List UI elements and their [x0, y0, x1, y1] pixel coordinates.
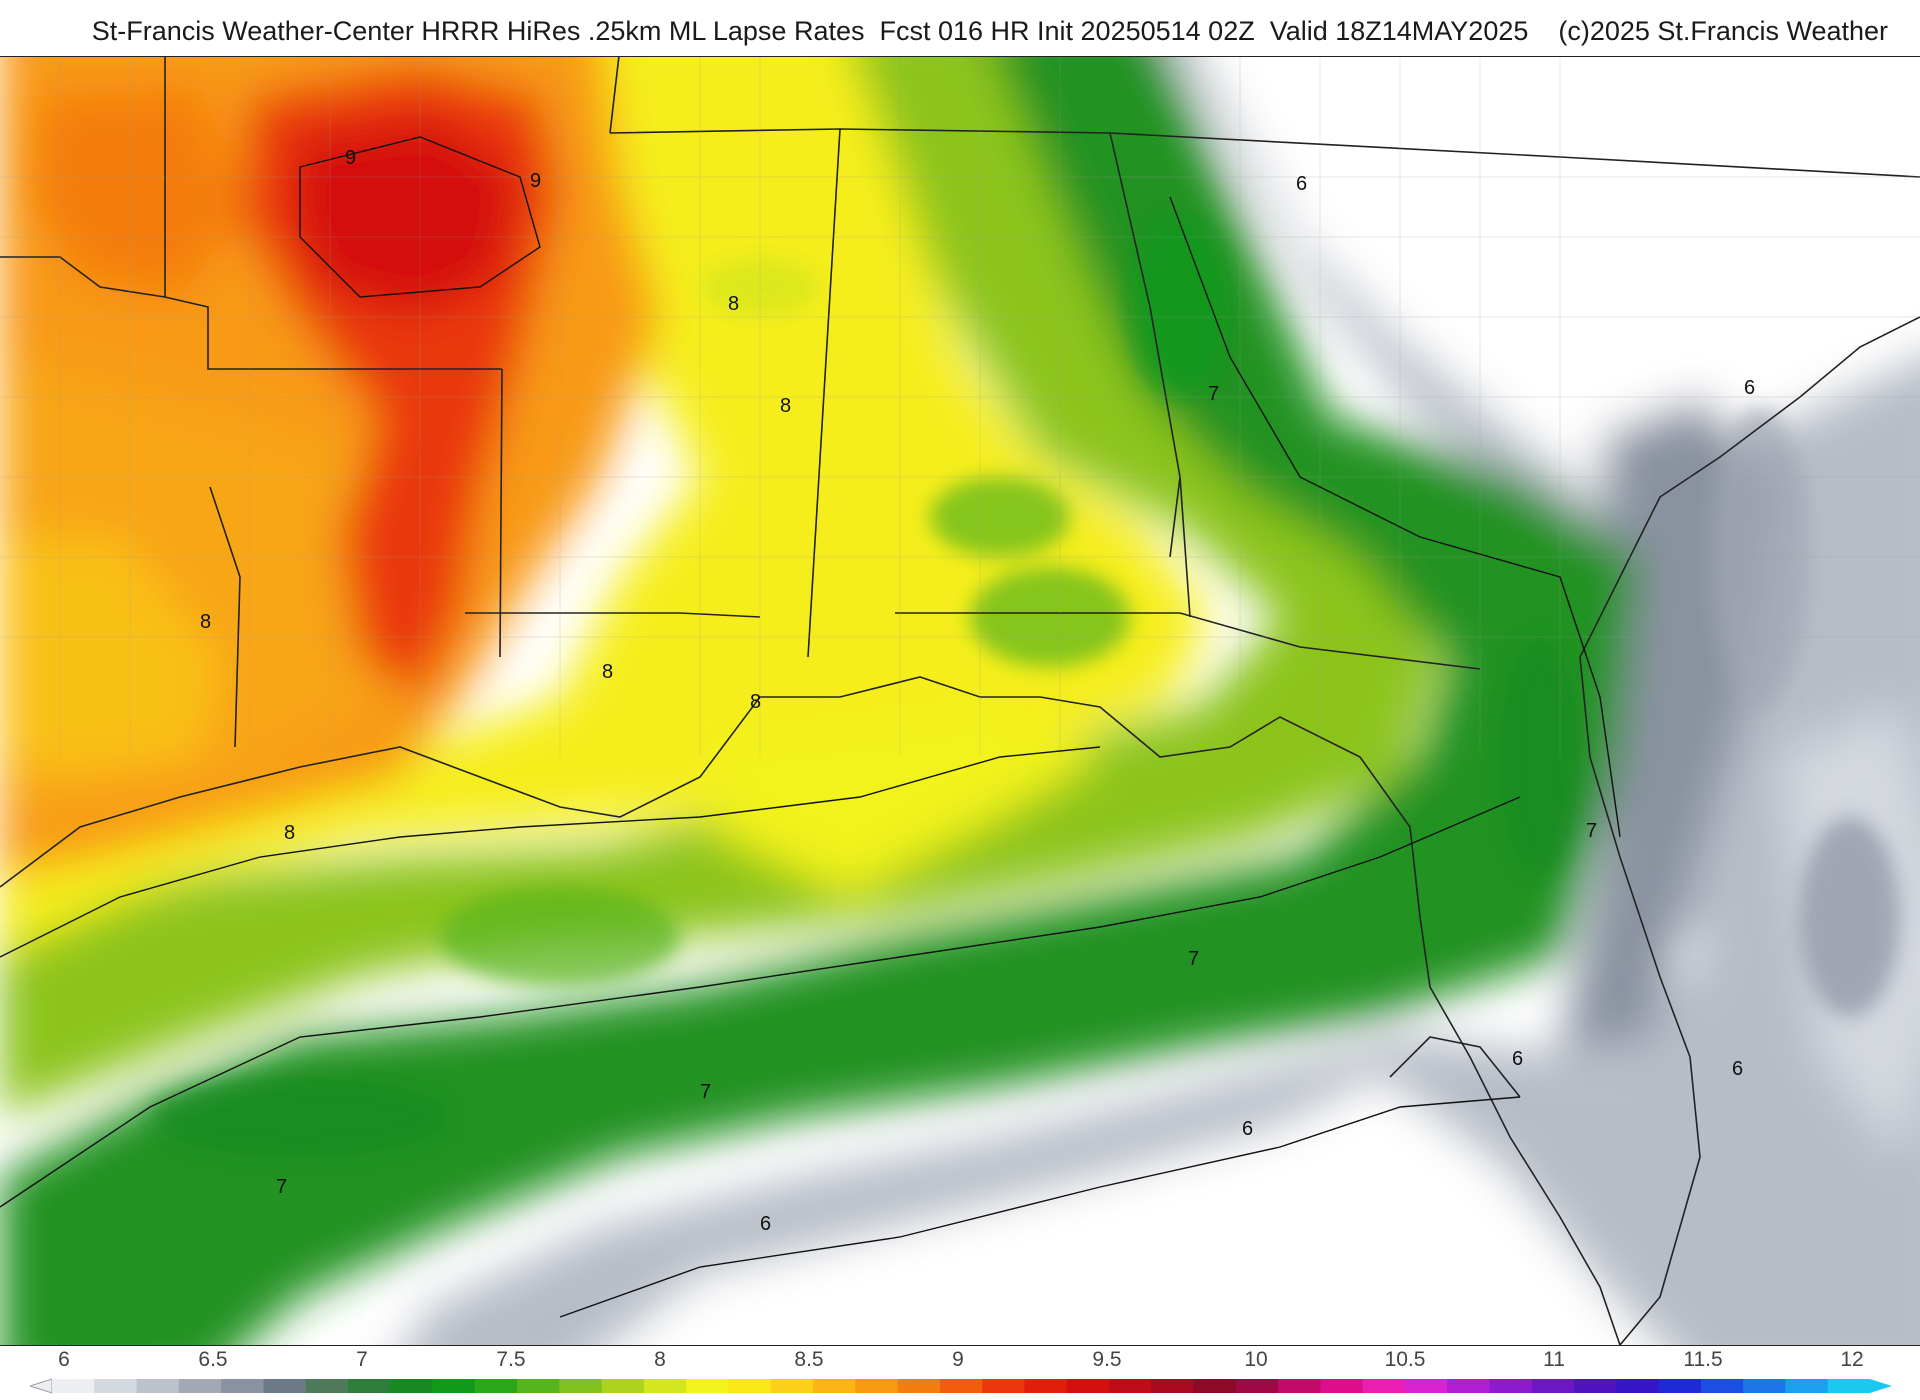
colorbar-segment [601, 1379, 645, 1393]
colorbar-segment [432, 1379, 476, 1393]
colorbar-segment [897, 1379, 941, 1393]
colorbar-tick-label: 10 [1244, 1348, 1268, 1371]
colorbar-segment [559, 1379, 603, 1393]
colorbar-segment [1235, 1379, 1279, 1393]
contour-label: 8 [200, 611, 211, 633]
colorbar-segment [643, 1379, 687, 1393]
colorbar-tick-label: 11 [1543, 1348, 1565, 1371]
colorbar-segment [1404, 1379, 1448, 1393]
colorbar-segment [982, 1379, 1025, 1393]
map-title: St-Francis Weather-Center HRRR HiRes .25… [91, 16, 1888, 46]
colorbar-tick-labels: 6 6.5 7 7.5 8 8.5 9 9.5 10 10.5 11 11.5 12 [0, 1344, 1920, 1374]
colorbar-segment [770, 1379, 814, 1393]
contour-label: 9 [530, 170, 541, 192]
colorbar-tick-label: 9 [952, 1348, 964, 1371]
county-lines [0, 57, 1920, 757]
contour-lines [0, 136, 1621, 1318]
contour-label: 8 [750, 691, 761, 713]
colorbar-tick-label: 12 [1840, 1348, 1864, 1371]
contour-label: 7 [276, 1176, 287, 1198]
colorbar-segment [1658, 1379, 1702, 1393]
colorbar-tick-label: 6.5 [198, 1348, 228, 1371]
colorbar-segment [94, 1379, 138, 1393]
colorbar-segment [52, 1379, 95, 1393]
colorbar-segment [1574, 1379, 1617, 1393]
colorbar-segment [263, 1379, 307, 1393]
contour-label: 7 [1188, 948, 1199, 970]
colorbar-segment [178, 1379, 222, 1393]
colorbar-segment [1108, 1379, 1152, 1393]
colorbar-segment [855, 1379, 899, 1393]
colorbar-tick-label: 6 [58, 1348, 70, 1371]
colorbar-segment [1447, 1379, 1490, 1393]
contour-label: 7 [1208, 383, 1219, 405]
colorbar-segment [939, 1379, 983, 1393]
colorbar-segment [1700, 1379, 1744, 1393]
coastline [0, 316, 1920, 1345]
colorbar-tick-label: 8.5 [794, 1348, 824, 1371]
colorbar-segment [1743, 1379, 1786, 1393]
lapse-rate-map[interactable]: 9 9 8 8 8 8 8 8 7 7 7 7 7 6 6 6 6 6 6 [0, 56, 1920, 1346]
colorbar-segment [1320, 1379, 1364, 1393]
colorbar-min-arrow [30, 1378, 53, 1394]
colorbar-segment [474, 1379, 518, 1393]
colorbar-segment [305, 1379, 349, 1393]
contour-label: 6 [1296, 173, 1307, 195]
colorbar-tick-label: 8 [654, 1348, 666, 1371]
colorbar-segment [1827, 1379, 1871, 1393]
colorbar-segment [1278, 1379, 1321, 1393]
colorbar-segment [136, 1379, 180, 1393]
colorbar-tick-label: 7.5 [496, 1348, 526, 1371]
colorbar [30, 1378, 1892, 1394]
colorbar-segment [1616, 1379, 1660, 1393]
contour-label: 6 [1744, 377, 1755, 399]
contour-label: 6 [1732, 1058, 1743, 1080]
colorbar-tick-label: 10.5 [1384, 1348, 1426, 1371]
colorbar-segment [1362, 1379, 1406, 1393]
contour-label: 8 [602, 661, 613, 683]
contour-label: 7 [700, 1081, 711, 1103]
colorbar-tick-label: 11.5 [1683, 1348, 1723, 1371]
colorbar-segment [1193, 1379, 1237, 1393]
contour-label: 6 [1242, 1118, 1253, 1140]
colorbar-segment [347, 1379, 391, 1393]
colorbar-segment [1489, 1379, 1533, 1393]
colorbar-max-arrow [1870, 1379, 1892, 1393]
colorbar-segment [1785, 1379, 1829, 1393]
colorbar-tick-label: 7 [356, 1348, 368, 1371]
colorbar-segment [1024, 1379, 1068, 1393]
colorbar-segment [1066, 1379, 1110, 1393]
contour-label: 8 [284, 822, 295, 844]
contour-label-group: 9 9 8 8 8 8 8 8 7 7 7 7 7 6 6 6 6 6 6 [200, 147, 1755, 1235]
colorbar-segment [1531, 1379, 1575, 1393]
colorbar-tick-label: 9.5 [1092, 1348, 1122, 1371]
contour-label: 6 [1512, 1048, 1523, 1070]
contour-label: 6 [760, 1213, 771, 1235]
colorbar-segment [813, 1379, 856, 1393]
colorbar-segment [517, 1379, 560, 1393]
colorbar-segment [1151, 1379, 1195, 1393]
contour-label: 9 [345, 147, 356, 169]
colorbar-segment [390, 1379, 434, 1393]
contour-label: 8 [728, 293, 739, 315]
contour-label: 8 [780, 395, 791, 417]
colorbar-segment [686, 1379, 729, 1393]
colorbar-segment [221, 1379, 264, 1393]
contour-label: 7 [1586, 820, 1597, 842]
colorbar-segment [728, 1379, 772, 1393]
state-boundaries [0, 57, 1920, 748]
lapse-rate-field [0, 57, 1920, 1345]
